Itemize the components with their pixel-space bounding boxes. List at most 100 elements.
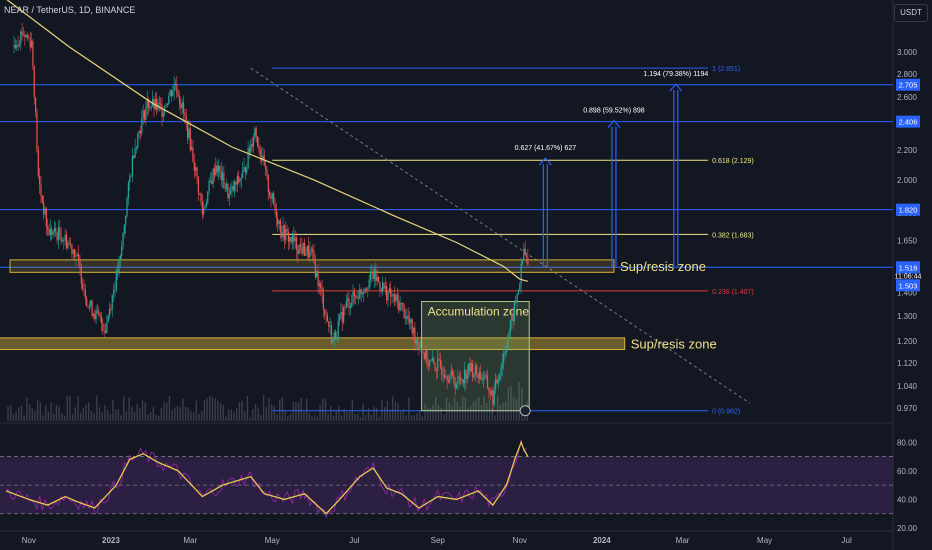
candle-body xyxy=(135,147,138,149)
candle-body xyxy=(73,249,76,257)
candle-body xyxy=(188,128,190,139)
candle-body xyxy=(125,215,127,225)
candle-body xyxy=(29,38,31,48)
candle-body xyxy=(34,97,37,112)
candle-body xyxy=(517,290,520,294)
volume-bar xyxy=(392,396,394,421)
candle-body xyxy=(271,193,273,199)
candle-body xyxy=(234,181,236,191)
candle-body xyxy=(287,231,290,242)
moving-average-line xyxy=(6,0,529,282)
candle-body xyxy=(390,288,392,297)
volume-bar xyxy=(55,404,58,421)
candle-body xyxy=(264,165,267,170)
candle-body xyxy=(114,289,116,291)
candle-body xyxy=(411,319,413,334)
volume-bar xyxy=(163,402,165,421)
currency-button[interactable]: USDT xyxy=(894,4,928,22)
candle-body xyxy=(134,148,136,158)
candle-body xyxy=(435,370,438,371)
volume-bar xyxy=(322,398,324,421)
volume-bar xyxy=(201,411,203,421)
candle-body xyxy=(343,306,345,323)
zone-label: Sup/resis zone xyxy=(631,337,717,352)
volume-bar xyxy=(34,410,36,421)
candle-body xyxy=(240,177,242,180)
fib-level-label: 0 (0.962) xyxy=(712,409,740,416)
candle-body xyxy=(147,99,150,109)
candle-body xyxy=(117,270,119,274)
candle-body xyxy=(359,289,361,299)
candle-body xyxy=(213,168,216,176)
volume-bar xyxy=(131,406,133,421)
volume-bar xyxy=(464,397,467,421)
candle-body xyxy=(394,293,396,302)
candle-body xyxy=(414,327,416,343)
candle-body xyxy=(13,45,15,47)
volume-bar xyxy=(397,402,399,421)
y-tick-label: 1.650 xyxy=(897,237,918,246)
price-axis-label-box xyxy=(896,115,920,128)
candle-body xyxy=(294,237,296,242)
candle-body xyxy=(242,170,244,178)
volume-bar xyxy=(23,415,25,421)
candle-body xyxy=(348,298,350,308)
candle-body xyxy=(244,166,247,173)
candle-body xyxy=(297,249,299,255)
volume-bar xyxy=(510,385,512,421)
candle-body xyxy=(465,369,467,380)
candle-body xyxy=(243,166,245,171)
candle-body xyxy=(412,327,415,334)
candle-body xyxy=(388,288,390,293)
candle-body xyxy=(209,180,212,182)
candle-body xyxy=(79,260,81,267)
candle-body xyxy=(254,128,256,139)
candle-body xyxy=(145,107,147,120)
rsi-y-tick-label: 80.00 xyxy=(897,438,918,447)
volume-bar xyxy=(98,407,101,421)
candle-body xyxy=(129,177,131,183)
candle-body xyxy=(277,218,279,225)
volume-bar xyxy=(93,413,95,421)
candle-body xyxy=(201,202,203,215)
candle-body xyxy=(95,309,97,320)
volume-bar xyxy=(518,381,520,421)
volume-bar xyxy=(31,407,33,421)
candle-body xyxy=(63,240,65,242)
candle-body xyxy=(25,34,27,37)
y-tick-label: 2.200 xyxy=(897,146,918,155)
candle-body xyxy=(182,102,185,113)
candle-body xyxy=(453,375,455,384)
candle-body xyxy=(457,376,459,385)
volume-bar xyxy=(496,395,499,421)
candle-body xyxy=(447,380,450,383)
candle-body xyxy=(186,120,189,139)
volume-bar xyxy=(281,397,284,421)
volume-bar xyxy=(340,415,343,421)
candle-body xyxy=(216,165,218,173)
candle-body xyxy=(239,179,241,182)
volume-bar xyxy=(432,405,434,421)
candle-body xyxy=(399,302,401,311)
volume-bar xyxy=(36,399,39,421)
candle-body xyxy=(451,370,454,376)
candle-body xyxy=(375,269,377,281)
volume-bar xyxy=(284,411,286,421)
candle-body xyxy=(356,295,358,299)
candle-body xyxy=(223,172,225,189)
candle-body xyxy=(429,360,431,366)
volume-bar xyxy=(63,415,66,421)
volume-bar xyxy=(101,411,103,421)
volume-bar xyxy=(198,414,200,421)
candle-body xyxy=(295,237,298,250)
candle-body xyxy=(485,375,487,377)
candle-body xyxy=(196,167,198,178)
volume-bar xyxy=(472,401,475,421)
zone-label: Sup/resis zone xyxy=(620,259,706,274)
sup-resis-zone xyxy=(0,337,626,351)
volume-bar xyxy=(448,402,450,421)
candle-body xyxy=(47,226,49,230)
volume-bar xyxy=(494,415,496,421)
candle-body xyxy=(364,288,366,293)
